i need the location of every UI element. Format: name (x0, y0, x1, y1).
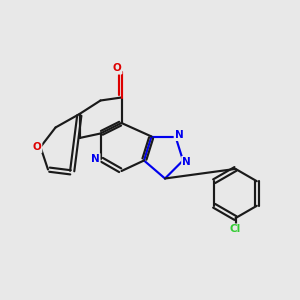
Text: N: N (91, 154, 100, 164)
Text: Cl: Cl (230, 224, 241, 235)
Text: O: O (32, 142, 41, 152)
Text: O: O (112, 63, 122, 74)
Text: N: N (182, 157, 191, 167)
Text: N: N (175, 130, 184, 140)
